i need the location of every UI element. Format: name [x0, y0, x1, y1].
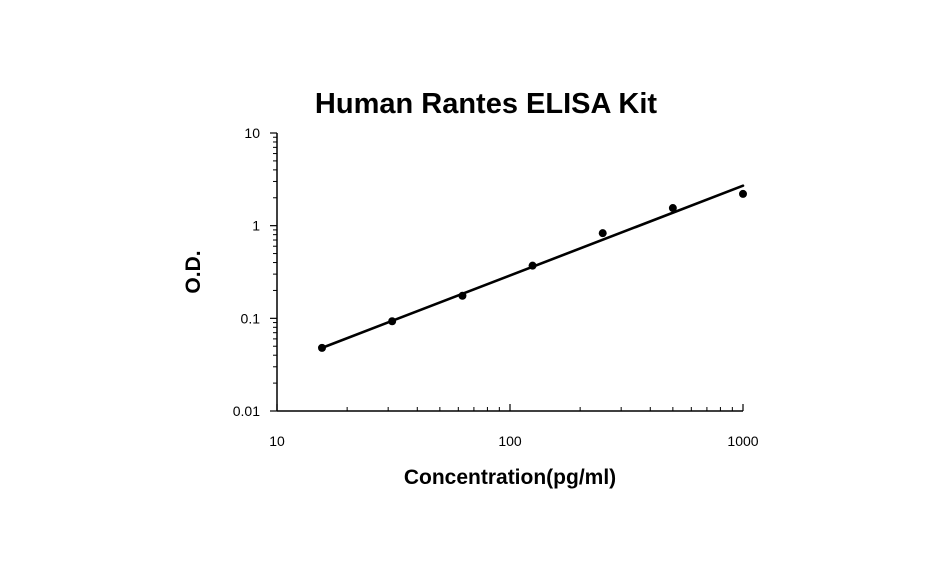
ticks [270, 132, 744, 412]
data-point [317, 343, 326, 352]
data-point [668, 204, 677, 213]
tick-labels: 10 1 0.1 0.01 10 100 1000 [233, 125, 759, 449]
y-axis-label: O.D. [182, 250, 205, 294]
y-tick-label: 10 [244, 125, 260, 141]
data-point [739, 189, 747, 198]
data-point [458, 291, 467, 300]
x-tick-label: 100 [498, 433, 522, 449]
y-tick-label: 0.1 [241, 310, 261, 326]
axes [276, 133, 743, 412]
data-point [388, 317, 397, 326]
x-tick-label: 10 [269, 433, 285, 449]
x-axis-label: Concentration(pg/ml) [403, 466, 617, 489]
chart-title: Human Rantes ELISA Kit [314, 88, 658, 120]
y-tick-label: 1 [252, 218, 260, 234]
data-point [528, 261, 537, 270]
data-points [317, 189, 747, 352]
y-tick-label: 0.01 [233, 403, 260, 419]
data-point [598, 229, 607, 238]
x-tick-label: 1000 [727, 433, 758, 449]
